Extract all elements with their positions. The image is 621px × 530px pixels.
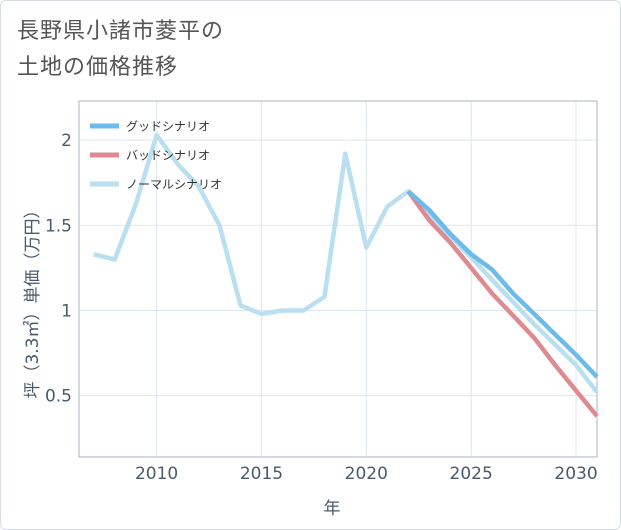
y-tick-labels: 0.5 1 1.5 2 <box>45 131 72 407</box>
series-line-bad <box>406 189 599 418</box>
chart-title-line1: 長野県小諸市菱平の <box>17 19 225 44</box>
chart-title-line2: 土地の価格推移 <box>17 55 179 80</box>
x-tick-label: 2015 <box>240 464 283 484</box>
plot-area-border <box>78 100 598 458</box>
chart-title: 長野県小諸市菱平の 土地の価格推移 <box>17 14 224 86</box>
series-layer <box>93 132 599 418</box>
series-line-normal <box>93 132 599 394</box>
grid-lines <box>79 101 597 457</box>
legend-label: グッドシナリオ <box>126 120 210 134</box>
y-tick-label: 1 <box>61 302 72 322</box>
x-tick-label: 2020 <box>345 464 388 484</box>
legend-label: ノーマルシナリオ <box>126 178 222 192</box>
y-tick-label: 2 <box>61 131 72 151</box>
x-tick-label: 2010 <box>135 464 178 484</box>
y-axis-label: 坪（3.3㎡）単価（万円） <box>23 201 43 398</box>
x-tick-labels: 2010 2015 2020 2025 2030 <box>135 464 598 484</box>
x-axis-label: 年 <box>324 499 341 519</box>
y-tick-label: 0.5 <box>45 387 72 407</box>
x-tick-label: 2030 <box>554 464 597 484</box>
series-line-good <box>406 189 599 379</box>
y-tick-label: 1.5 <box>45 216 72 236</box>
legend-label: バッドシナリオ <box>126 149 210 163</box>
x-tick-label: 2025 <box>450 464 493 484</box>
